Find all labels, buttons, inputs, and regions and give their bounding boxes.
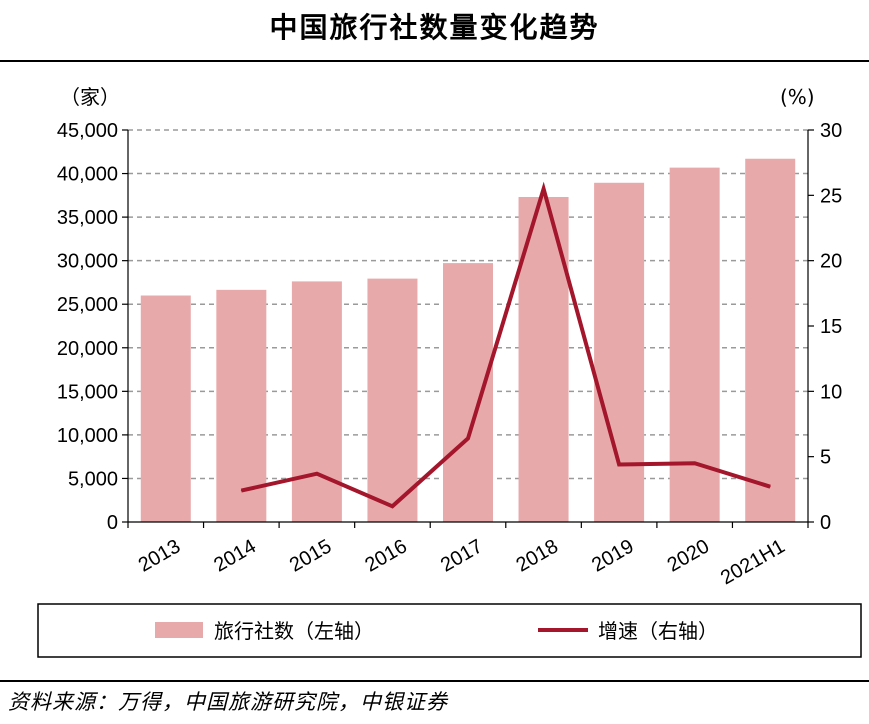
bar bbox=[443, 263, 493, 522]
growth-line bbox=[240, 181, 771, 509]
right-tick-label: 15 bbox=[820, 316, 842, 338]
growth-point bbox=[391, 505, 393, 507]
legend-bar-label: 旅行社数（左轴） bbox=[214, 619, 374, 643]
growth-point bbox=[467, 437, 469, 439]
top-rule bbox=[0, 60, 869, 62]
x-tick-label: 2020 bbox=[664, 535, 714, 576]
x-tick-label: 2017 bbox=[437, 535, 487, 576]
chart: 0 5,000 10,000 15,000 20,000 25,000 30,000 35,0… bbox=[37, 85, 862, 658]
left-tick-label: 30,000 bbox=[57, 251, 118, 273]
left-tick-label: 10,000 bbox=[57, 425, 118, 447]
left-tick-label: 15,000 bbox=[57, 381, 118, 403]
bar bbox=[594, 182, 645, 522]
growth-point bbox=[694, 462, 696, 464]
bar bbox=[291, 281, 342, 522]
growth-point bbox=[543, 188, 545, 190]
bar bbox=[745, 158, 796, 522]
legend-line-label: 增速（右轴） bbox=[598, 619, 718, 643]
right-tick-label: 0 bbox=[820, 512, 831, 534]
bar bbox=[140, 295, 191, 522]
x-tick-label: 2018 bbox=[513, 535, 563, 576]
x-tick-label: 2013 bbox=[135, 535, 185, 576]
right-axis-unit: (%) bbox=[780, 85, 815, 109]
bar bbox=[216, 289, 267, 522]
x-tick-label: 2021H1 bbox=[717, 535, 789, 589]
right-tick-label: 20 bbox=[820, 251, 842, 273]
right-tick-label: 5 bbox=[820, 447, 831, 469]
left-axis-unit: （家） bbox=[60, 85, 120, 109]
bottom-rule bbox=[0, 680, 869, 682]
x-tick-label: 2015 bbox=[286, 535, 336, 576]
left-tick-label: 5,000 bbox=[68, 468, 118, 490]
x-tick-label: 2019 bbox=[588, 535, 638, 576]
bar bbox=[367, 278, 418, 522]
right-tick-label: 10 bbox=[820, 381, 842, 403]
legend-box bbox=[37, 603, 862, 658]
source-note: 资料来源：万得，中国旅游研究院，中银证券 bbox=[8, 690, 448, 714]
left-tick-label: 25,000 bbox=[57, 294, 118, 316]
right-tick-label: 25 bbox=[820, 185, 842, 207]
left-tick-label: 45,000 bbox=[57, 120, 118, 142]
growth-point bbox=[240, 490, 242, 492]
growth-point bbox=[316, 473, 318, 475]
x-tick-label: 2016 bbox=[361, 535, 411, 576]
x-tick-label: 2014 bbox=[210, 535, 260, 576]
left-tick-label: 40,000 bbox=[57, 164, 118, 186]
right-tick-label: 30 bbox=[820, 120, 842, 142]
growth-point bbox=[769, 486, 771, 488]
left-tick-label: 0 bbox=[107, 512, 118, 534]
legend-bar-swatch bbox=[155, 622, 203, 638]
growth-point bbox=[618, 464, 620, 466]
left-tick-label: 35,000 bbox=[57, 207, 118, 229]
left-tick-label: 20,000 bbox=[57, 338, 118, 360]
chart-title: 中国旅行社数量变化趋势 bbox=[269, 11, 600, 44]
